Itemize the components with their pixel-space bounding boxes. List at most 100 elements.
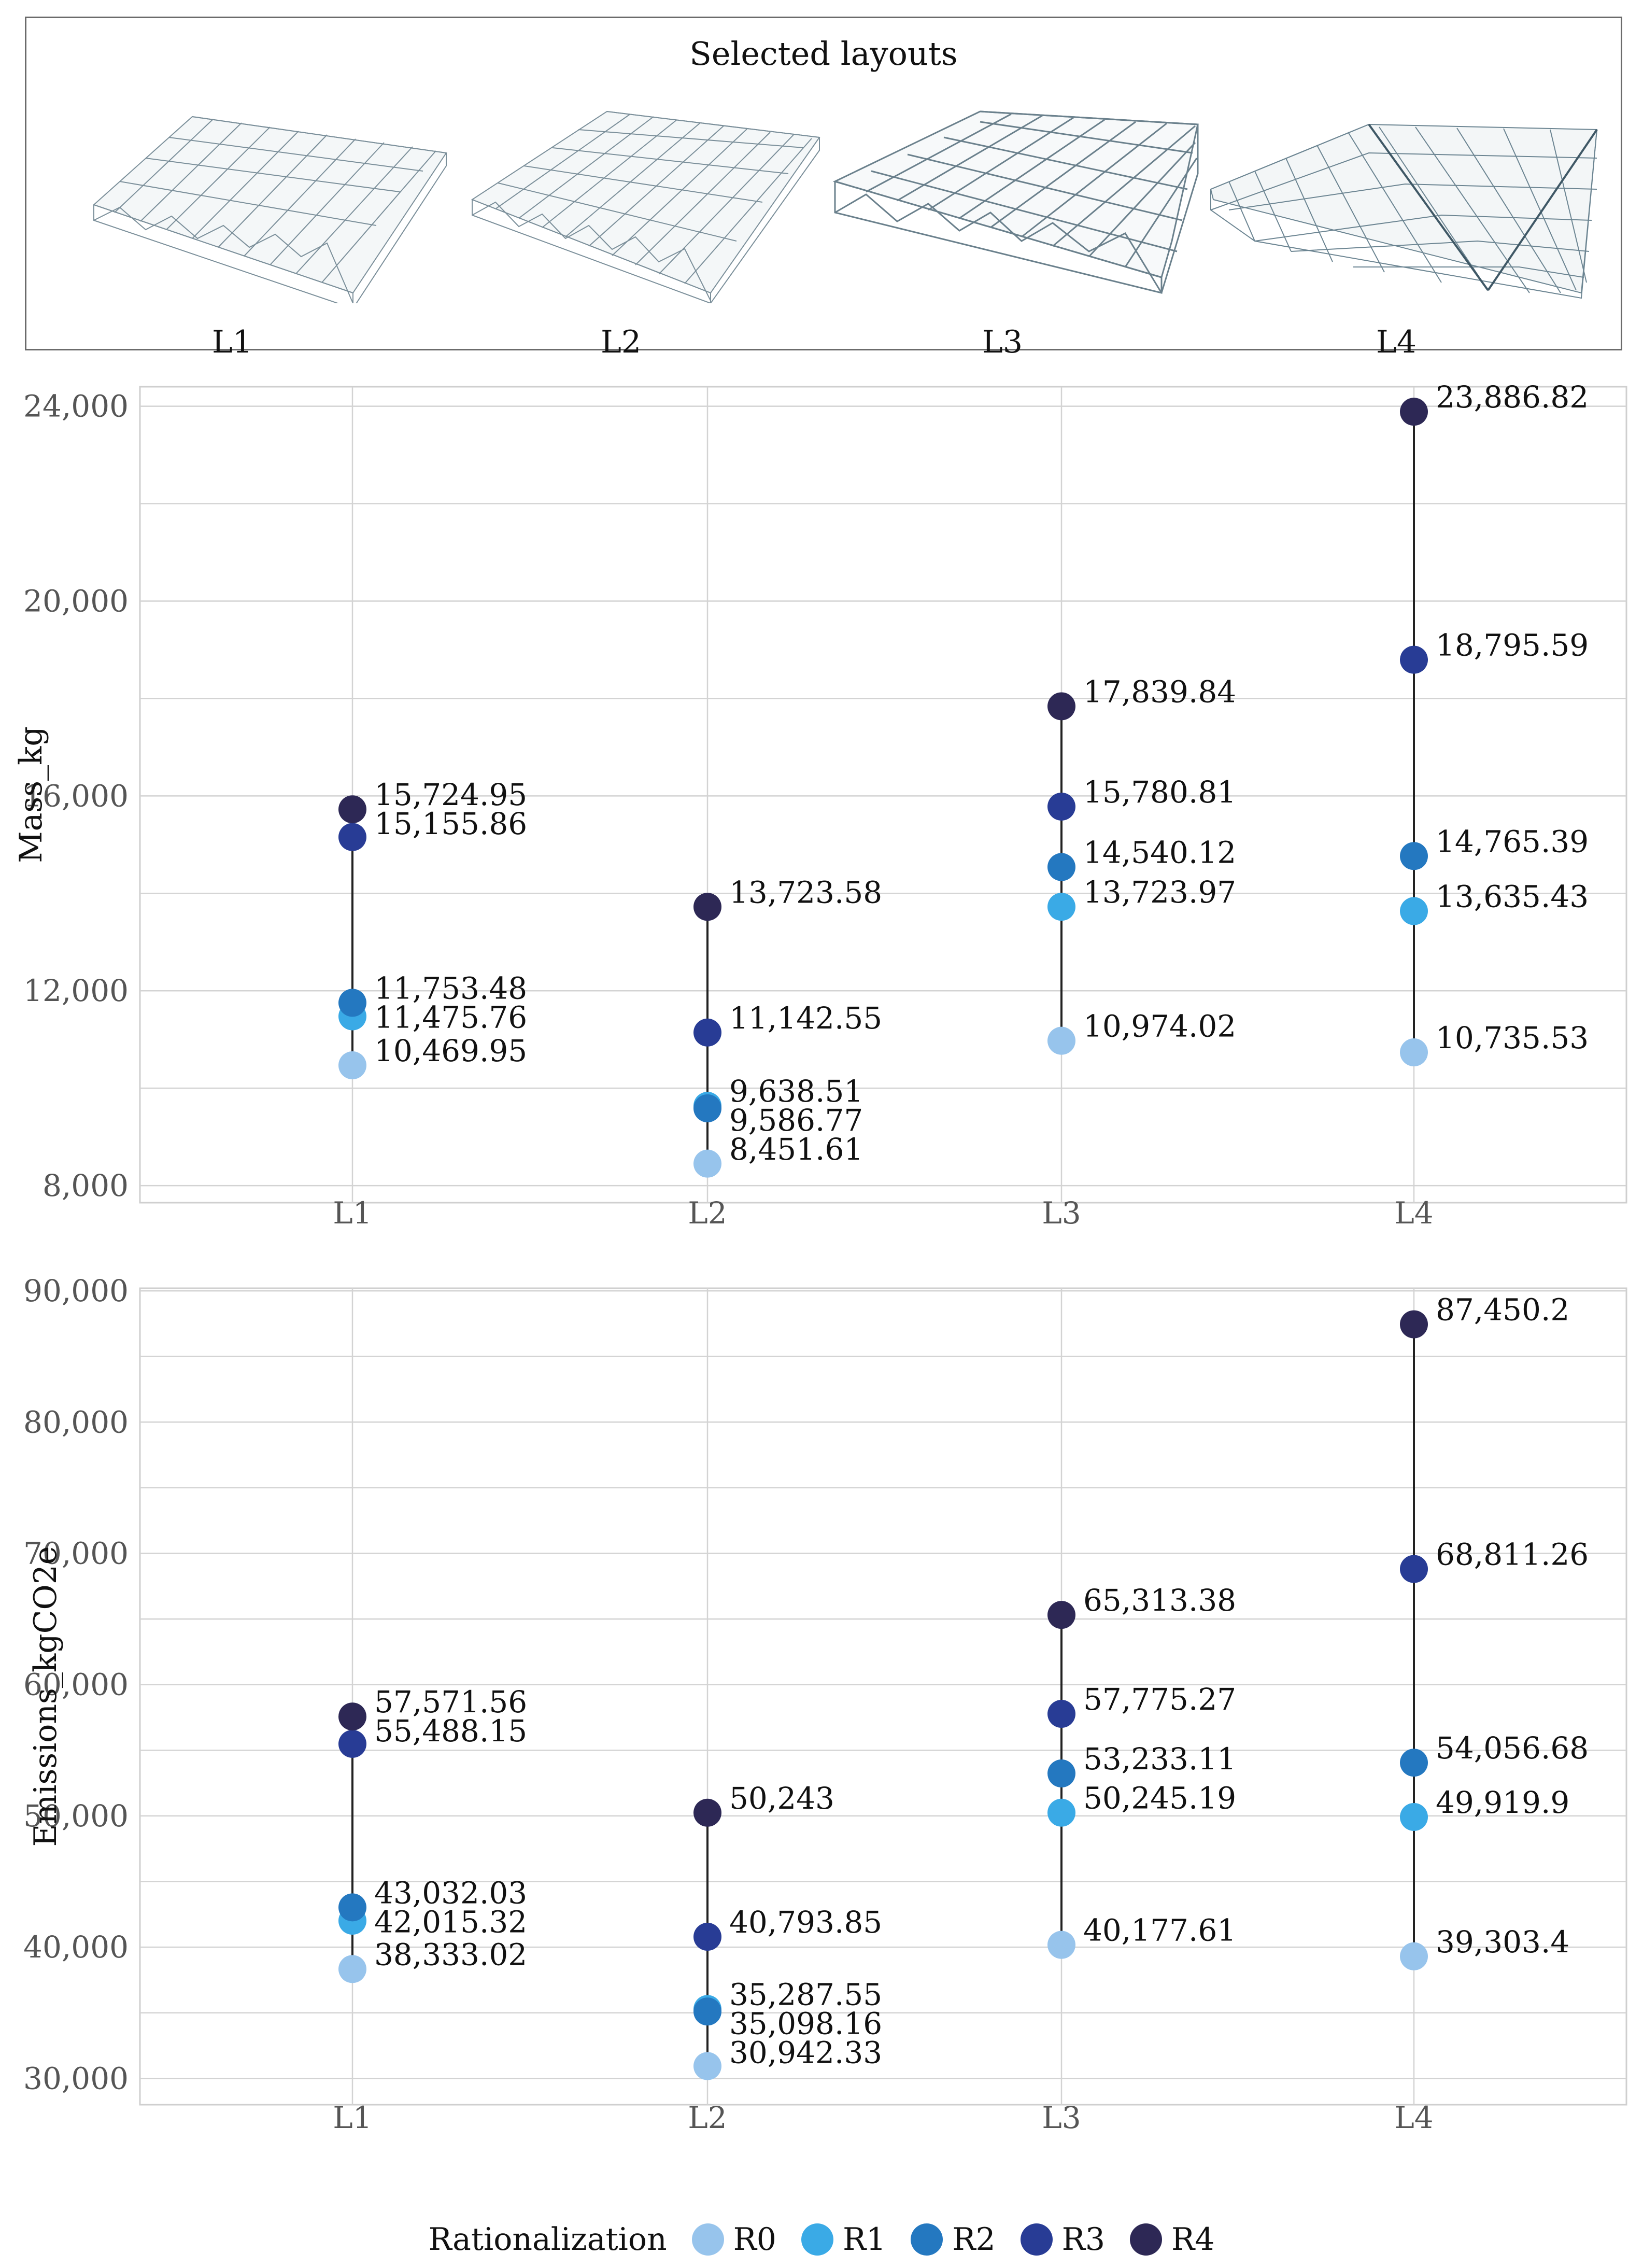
chart1-data-label-r1-l3: 13,723.97 (1083, 875, 1236, 910)
chart1-data-label-r4-l3: 17,839.84 (1083, 674, 1236, 709)
chart2-point-r2-l3 (1047, 1759, 1075, 1788)
chart2-data-label-r1-l4: 49,919.9 (1436, 1785, 1569, 1820)
chart1-point-r4-l2 (693, 893, 721, 921)
chart1-point-r2-l1 (338, 989, 366, 1017)
chart2-data-label-r2-l2: 35,098.16 (729, 2006, 882, 2041)
legend-dot-r4 (1130, 2223, 1163, 2256)
chart1-point-r0-l1 (338, 1051, 366, 1080)
chart2-point-r4-l4 (1400, 1310, 1428, 1339)
legend: Rationalization R0 R1 R2 R3 R4 (0, 2214, 1643, 2265)
legend-item-r3: R3 (1020, 2221, 1106, 2258)
chart2-data-label-r0-l1: 38,333.02 (374, 1937, 527, 1972)
charts-canvas: 8,000 12,000 16,000 20,000 24,000 L1 L2 L3 L4 Mas… (13, 379, 1627, 2135)
chart1-data-label-r4-l4: 23,886.82 (1436, 379, 1589, 415)
chart1-point-r3-l3 (1047, 792, 1075, 821)
chart2-point-r3-l4 (1400, 1555, 1428, 1583)
chart1-data-label-r4-l1: 15,724.95 (374, 777, 527, 812)
layout-label-l3: L3 (982, 324, 1023, 360)
layout-label-l2: L2 (600, 324, 642, 360)
legend-item-r1: R1 (801, 2221, 886, 2258)
chart2-data-label-r4-l4: 87,450.2 (1436, 1292, 1569, 1328)
selected-layouts-panel: Selected layouts L1 L2 L3 (25, 17, 1622, 360)
chart1-data-label-r0-l1: 10,469.95 (374, 1033, 527, 1068)
chart2-ytick-label: 60,000 (23, 1667, 129, 1702)
chart2-xtick-label-l3: L3 (1042, 2100, 1081, 2135)
chart2-point-r4-l1 (338, 1702, 366, 1731)
chart1-point-r2-l3 (1047, 853, 1075, 881)
chart2-point-r2-l4 (1400, 1749, 1428, 1777)
chart1-point-r4-l3 (1047, 692, 1075, 721)
chart1-y-axis-title: Mass_kg (13, 726, 49, 863)
legend-title: Rationalization (428, 2221, 667, 2258)
chart2-xtick-label-l1: L1 (333, 2100, 372, 2135)
chart2-data-label-r3-l4: 68,811.26 (1436, 1537, 1589, 1572)
chart1-data-label-r3-l4: 18,795.59 (1436, 628, 1589, 663)
chart2-point-r0-l2 (693, 2052, 721, 2080)
chart1-data-label-r1-l4: 13,635.43 (1436, 879, 1589, 914)
chart1-data-label-r4-l2: 13,723.58 (729, 875, 882, 910)
chart2-data-label-r1-l3: 50,245.19 (1083, 1781, 1236, 1816)
legend-item-r4: R4 (1130, 2221, 1214, 2258)
chart1-data-label-r0-l3: 10,974.02 (1083, 1009, 1236, 1044)
chart2-point-r2-l2 (693, 1997, 721, 2026)
chart1-data-label-r2-l4: 14,765.39 (1436, 824, 1589, 859)
chart1-point-r3-l4 (1400, 645, 1428, 674)
chart1-point-r1-l4 (1400, 897, 1428, 925)
chart2-point-r0-l1 (338, 1955, 366, 1983)
chart2-point-r2-l1 (338, 1893, 366, 1922)
chart1-xtick-label-l2: L2 (688, 1195, 727, 1231)
chart2-data-label-r0-l4: 39,303.4 (1436, 1924, 1569, 1960)
chart1-data-label-r3-l1: 15,155.86 (374, 806, 527, 841)
chart2-data-label-r1-l1: 42,015.32 (374, 1904, 527, 1939)
chart2-data-label-r3-l3: 57,775.27 (1083, 1682, 1236, 1717)
chart1-point-r4-l4 (1400, 398, 1428, 426)
chart1-ytick-label: 24,000 (23, 389, 129, 424)
chart2-data-label-r0-l3: 40,177.61 (1083, 1913, 1236, 1948)
chart2-data-label-r1-l2: 35,287.55 (729, 1977, 882, 2012)
chart1-ytick-label: 20,000 (23, 583, 129, 618)
chart2-point-r1-l3 (1047, 1798, 1075, 1827)
chart1-point-r3-l1 (338, 823, 366, 851)
layout-l2-wireframe (471, 110, 820, 303)
chart1-point-r0-l4 (1400, 1038, 1428, 1067)
chart2-point-r0-l4 (1400, 1942, 1428, 1970)
legend-label-r1: R1 (842, 2221, 886, 2258)
chart1-data-label-r1-l1: 11,475.76 (374, 999, 527, 1035)
legend-item-r0: R0 (691, 2221, 776, 2258)
chart2-ytick-label: 70,000 (23, 1536, 129, 1571)
chart2-data-label-r2-l3: 53,233.11 (1083, 1741, 1236, 1777)
chart1-point-r1-l3 (1047, 893, 1075, 921)
chart2-data-label-r0-l2: 30,942.33 (729, 2035, 882, 2070)
panel-title: Selected layouts (689, 35, 958, 73)
chart1-xtick-label-l1: L1 (333, 1195, 372, 1231)
chart1-data-label-r2-l1: 11,753.48 (374, 970, 527, 1006)
layout-label-l1: L1 (211, 324, 253, 360)
chart2-ytick-label: 40,000 (23, 1929, 129, 1965)
chart2-point-r4-l3 (1047, 1601, 1075, 1629)
layout-label-l4: L4 (1376, 324, 1417, 360)
chart2-point-r1-l4 (1400, 1802, 1428, 1831)
legend-dot-r2 (911, 2223, 943, 2256)
chart2-data-label-r4-l2: 50,243 (729, 1781, 834, 1816)
chart1-point-r2-l2 (693, 1094, 721, 1123)
chart1-ytick-label: 12,000 (23, 973, 129, 1008)
layout-l4-wireframe (1210, 123, 1598, 299)
chart1-data-label-r3-l2: 11,142.55 (729, 1001, 882, 1036)
legend-label-r3: R3 (1061, 2221, 1106, 2258)
chart2-data-label-r3-l1: 55,488.15 (374, 1713, 527, 1749)
chart2-xtick-label-l4: L4 (1394, 2100, 1433, 2135)
chart2-point-r3-l3 (1047, 1700, 1075, 1728)
chart1-data-label-r0-l2: 8,451.61 (729, 1132, 863, 1167)
chart2-xtick-label-l2: L2 (688, 2100, 727, 2135)
legend-label-r2: R2 (952, 2221, 996, 2258)
layout-l3-wireframe (832, 110, 1199, 294)
legend-dot-r3 (1020, 2223, 1053, 2256)
chart1-ytick-label: 8,000 (43, 1168, 129, 1203)
chart2-point-r0-l3 (1047, 1931, 1075, 1959)
chart2-plot-border (139, 1287, 1627, 2106)
chart2-data-label-r3-l2: 40,793.85 (729, 1905, 882, 1940)
chart2-ytick-label: 50,000 (23, 1798, 129, 1834)
chart1-point-r0-l2 (693, 1149, 721, 1178)
chart2-y-axis-title: Emissions_kgCO2e (27, 1546, 64, 1847)
chart1-point-r0-l3 (1047, 1026, 1075, 1055)
